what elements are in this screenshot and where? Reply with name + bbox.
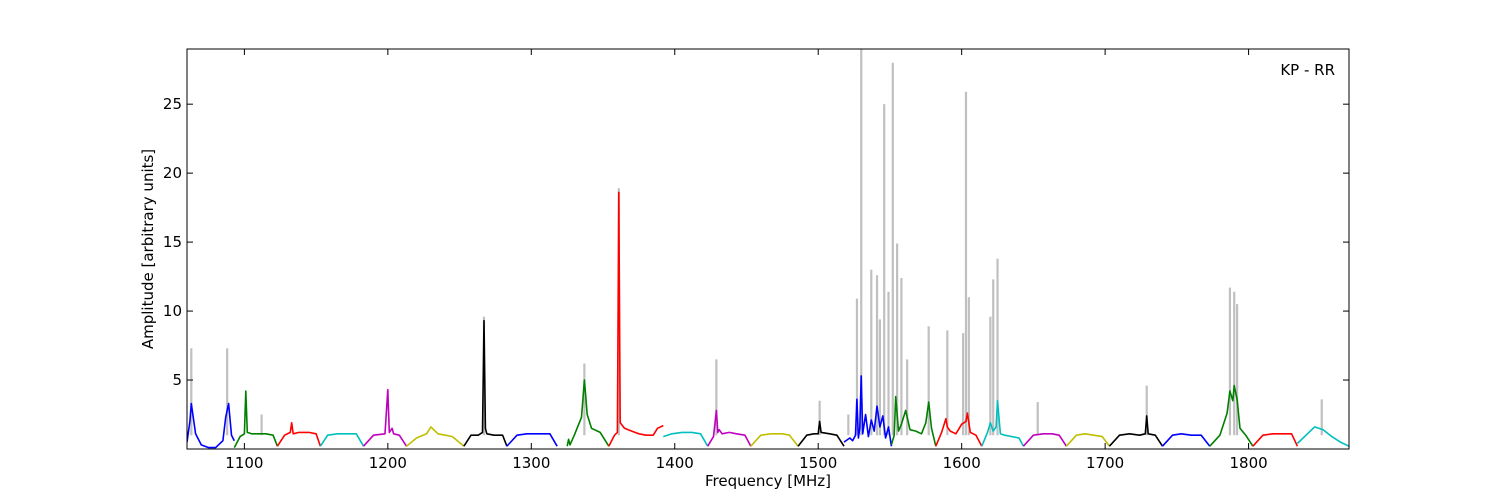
subband-series-5: [405, 426, 465, 447]
y-tick-label: 10: [163, 302, 182, 320]
subband-series-6: [463, 319, 508, 447]
subband-series-9: [608, 191, 664, 447]
subband-series-22: [1209, 384, 1254, 447]
x-tick-label: 1600: [943, 454, 981, 472]
x-tick-label: 1700: [1086, 454, 1124, 472]
subband-series-4: [362, 388, 408, 447]
x-tick-label: 1100: [225, 454, 263, 472]
x-tick-label: 1400: [656, 454, 694, 472]
subband-series-1: [233, 390, 279, 448]
y-tick-label: 5: [172, 371, 182, 389]
y-tick-label: 20: [163, 164, 182, 182]
subband-series-2: [276, 421, 322, 447]
subband-series-19: [1065, 432, 1111, 447]
subband-series-12: [750, 432, 799, 447]
x-tick-label: 1800: [1229, 454, 1267, 472]
x-tick-label: 1300: [512, 454, 550, 472]
subband-series-18: [1022, 432, 1068, 447]
y-tick-label: 15: [163, 233, 182, 251]
chart-annotation: KP - RR: [1280, 61, 1335, 79]
subband-series-21: [1161, 432, 1211, 447]
subband-series-0: [187, 402, 236, 449]
subband-series-13: [797, 420, 845, 447]
subband-series-17: [981, 399, 1025, 447]
y-axis-label: Amplitude [arbitrary units]: [139, 149, 157, 349]
subband-series-8: [566, 379, 610, 447]
subband-series-7: [506, 432, 558, 447]
subband-series-11: [707, 409, 752, 447]
subband-series-15: [890, 395, 937, 447]
x-axis-label: Frequency [MHz]: [705, 472, 831, 490]
y-tick-label: 25: [163, 95, 182, 113]
subband-series-23: [1252, 432, 1299, 447]
subband-series-24: [1296, 426, 1349, 447]
x-tick-label: 1500: [799, 454, 837, 472]
subband-series-14: [843, 375, 893, 447]
subband-series-16: [935, 412, 983, 447]
subband-series-10: [663, 431, 709, 447]
x-tick-label: 1200: [369, 454, 407, 472]
plot-area: [187, 49, 1349, 449]
plot-frame: [186, 48, 1350, 450]
subband-series-20: [1108, 415, 1164, 447]
subband-series-3: [319, 432, 365, 447]
